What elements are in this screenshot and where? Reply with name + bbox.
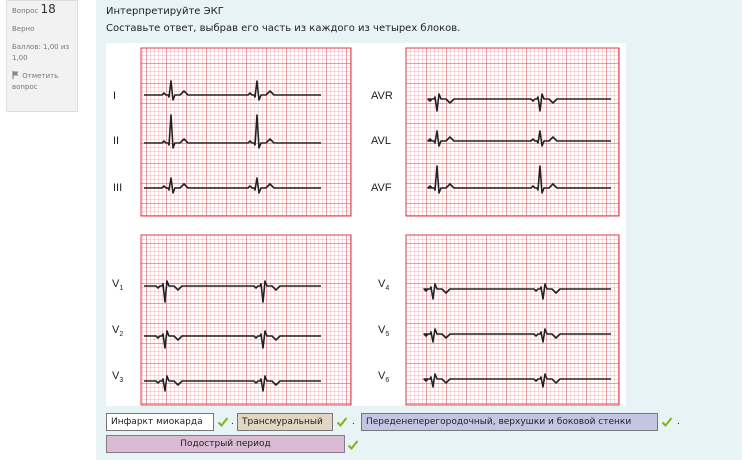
ecg-trace [144, 177, 321, 194]
answer-part1-dropzone[interactable]: Инфаркт миокарда [106, 413, 214, 431]
question-title: Интерпретируйте ЭКГ [106, 6, 224, 17]
ecg-lead-label: AVF [371, 182, 392, 194]
ecg-lead-label: V3 [112, 370, 123, 384]
ecg-image: I II III AVR AVL AVF V1 V2 V3 V4 V5 V6 [106, 43, 626, 406]
ecg-trace [427, 130, 611, 147]
ecg-lead-label: V6 [378, 370, 389, 384]
ecg-trace [144, 375, 321, 392]
separator: . [231, 417, 234, 427]
ecg-trace [144, 280, 321, 303]
answer-part3-dropzone[interactable]: Переденеперегородочный, верхушки и боков… [361, 413, 658, 431]
ecg-lead-label: II [113, 135, 119, 147]
ecg-trace [144, 330, 321, 349]
question-subtitle: Составьте ответ, выбрав его часть из каж… [106, 23, 461, 34]
question-info-panel: Вопрос 18 Верно Баллов: 1,00 из 1,00 Отм… [6, 0, 78, 112]
checkmark-icon [347, 440, 359, 450]
flag-question-link[interactable]: Отметить вопрос [12, 71, 72, 93]
answer-part2-dropzone[interactable]: Трансмуральный [237, 413, 333, 431]
ecg-trace [423, 283, 611, 300]
ecg-lead-label: V1 [112, 278, 123, 292]
ecg-trace [144, 80, 321, 101]
question-label: Вопрос [12, 7, 39, 15]
flag-icon [12, 71, 19, 79]
separator: . [677, 417, 680, 427]
ecg-grid-panel [405, 47, 620, 217]
ecg-lead-label: AVL [371, 135, 391, 147]
question-text: Интерпретируйте ЭКГ Составьте ответ, выб… [106, 4, 460, 38]
question-status: Верно [12, 25, 35, 33]
ecg-lead-label: I [113, 90, 116, 102]
ecg-lead-label: V5 [378, 324, 389, 338]
checkmark-icon [336, 417, 348, 427]
ecg-grid-panel [405, 234, 620, 406]
ecg-trace [144, 114, 321, 149]
checkmark-icon [217, 417, 229, 427]
ecg-lead-label: V4 [378, 278, 389, 292]
answer-part4-dropzone[interactable]: Подострый период [106, 435, 345, 453]
flag-question-label: Отметить вопрос [12, 72, 59, 91]
ecg-trace [427, 165, 611, 194]
ecg-lead-label: V2 [112, 324, 123, 338]
ecg-lead-label: III [113, 182, 122, 194]
question-points: Баллов: 1,00 из 1,00 [12, 43, 70, 62]
question-content: Интерпретируйте ЭКГ Составьте ответ, выб… [96, 0, 742, 460]
ecg-trace [423, 328, 611, 343]
ecg-grid-panel [140, 234, 352, 406]
ecg-lead-label: AVR [371, 90, 393, 102]
question-number-value: 18 [40, 2, 56, 16]
ecg-trace [423, 373, 611, 388]
separator: . [352, 417, 355, 427]
checkmark-icon [661, 417, 673, 427]
question-number: Вопрос 18 [12, 2, 72, 17]
ecg-trace [427, 93, 611, 112]
